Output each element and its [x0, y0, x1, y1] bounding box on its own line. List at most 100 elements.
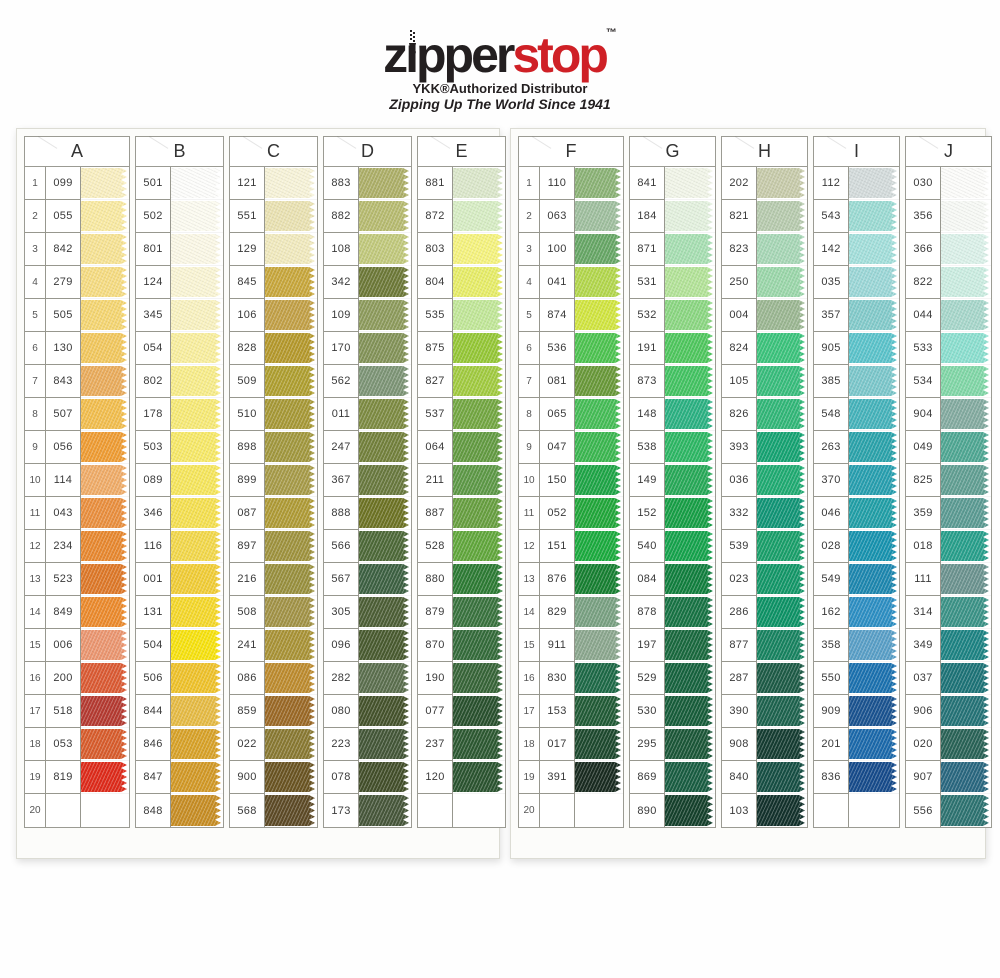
color-code: 878: [630, 596, 665, 629]
color-row: 6 130: [25, 332, 129, 365]
swatch-cell: [81, 398, 129, 431]
color-code: 823: [722, 233, 757, 266]
color-code: [540, 794, 575, 827]
color-row: 106: [230, 299, 317, 332]
swatch-cell: [849, 299, 899, 332]
color-row: 844: [136, 695, 223, 728]
color-swatch: [941, 168, 989, 198]
color-row: 846: [136, 728, 223, 761]
color-row: 332: [722, 497, 807, 530]
swatch-cell: [941, 794, 991, 827]
color-code: 508: [230, 596, 265, 629]
color-code: 295: [630, 728, 665, 761]
color-code: 540: [630, 530, 665, 563]
color-row: 887: [418, 497, 505, 530]
row-number: 5: [25, 299, 46, 332]
color-row: 19 819: [25, 761, 129, 794]
swatch-cell: [575, 398, 623, 431]
color-code: 018: [906, 530, 941, 563]
color-row: 14 829: [519, 596, 623, 629]
color-code: 899: [230, 464, 265, 497]
color-swatch: [757, 432, 805, 462]
row-number: 9: [25, 431, 46, 464]
color-row: 345: [136, 299, 223, 332]
color-swatch: [453, 201, 503, 231]
color-code: 827: [418, 365, 453, 398]
swatch-cell: [171, 431, 223, 464]
color-swatch: [171, 201, 221, 231]
color-row: 9 047: [519, 431, 623, 464]
color-swatch: [265, 531, 315, 561]
color-code: 065: [540, 398, 575, 431]
swatch-cell: [665, 629, 715, 662]
swatch-cell: [265, 761, 317, 794]
color-code: 393: [722, 431, 757, 464]
swatch-cell: [265, 200, 317, 233]
swatch-cell: [757, 761, 807, 794]
row-number: 15: [25, 629, 46, 662]
color-row: 528: [418, 530, 505, 563]
color-row: 504: [136, 629, 223, 662]
color-row: 202: [722, 167, 807, 200]
color-row: 871: [630, 233, 715, 266]
color-row: 124: [136, 266, 223, 299]
color-swatch: [265, 234, 315, 264]
color-swatch: [453, 267, 503, 297]
color-swatch: [171, 531, 221, 561]
color-row: 880: [418, 563, 505, 596]
color-row: 5 874: [519, 299, 623, 332]
color-swatch: [665, 366, 713, 396]
color-code: 518: [46, 695, 81, 728]
color-swatch: [265, 465, 315, 495]
color-swatch: [81, 399, 127, 429]
swatch-cell: [575, 794, 623, 827]
color-code: 004: [722, 299, 757, 332]
color-swatch: [359, 168, 409, 198]
color-swatch: [81, 696, 127, 726]
column-strip-A: A 1 099 2 055 3 842 4 279 5 505 6 130 7 843 8 507 9 056 10 1…: [24, 136, 130, 828]
color-swatch: [849, 432, 897, 462]
color-swatch: [575, 498, 621, 528]
color-swatch: [359, 564, 409, 594]
swatch-cell: [171, 332, 223, 365]
color-row: 077: [418, 695, 505, 728]
color-code: 096: [324, 629, 359, 662]
color-code: 020: [906, 728, 941, 761]
color-swatch: [265, 795, 315, 826]
swatch-cell: [453, 200, 505, 233]
color-swatch: [665, 201, 713, 231]
swatch-cell: [453, 299, 505, 332]
color-row: 023: [722, 563, 807, 596]
color-swatch: [757, 696, 805, 726]
color-code: 023: [722, 563, 757, 596]
row-number: 17: [519, 695, 540, 728]
swatch-cell: [849, 365, 899, 398]
row-number: 9: [519, 431, 540, 464]
color-code: 041: [540, 266, 575, 299]
color-code: 130: [46, 332, 81, 365]
color-code: 824: [722, 332, 757, 365]
color-code: 052: [540, 497, 575, 530]
color-row: 875: [418, 332, 505, 365]
swatch-cell: [849, 464, 899, 497]
color-code: 190: [418, 662, 453, 695]
color-swatch: [265, 267, 315, 297]
color-row: 873: [630, 365, 715, 398]
color-code: 080: [324, 695, 359, 728]
color-code: 063: [540, 200, 575, 233]
color-row: 342: [324, 266, 411, 299]
color-code: 201: [814, 728, 849, 761]
row-number: 6: [25, 332, 46, 365]
color-code: 881: [418, 167, 453, 200]
color-swatch: [575, 300, 621, 330]
color-code: 234: [46, 530, 81, 563]
color-swatch: [453, 300, 503, 330]
color-code: 370: [814, 464, 849, 497]
swatch-cell: [171, 365, 223, 398]
color-code: 841: [630, 167, 665, 200]
swatch-cell: [265, 365, 317, 398]
swatch-cell: [849, 761, 899, 794]
swatch-cell: [575, 629, 623, 662]
color-row: 15 911: [519, 629, 623, 662]
zipper-pull-icon: [406, 14, 419, 64]
